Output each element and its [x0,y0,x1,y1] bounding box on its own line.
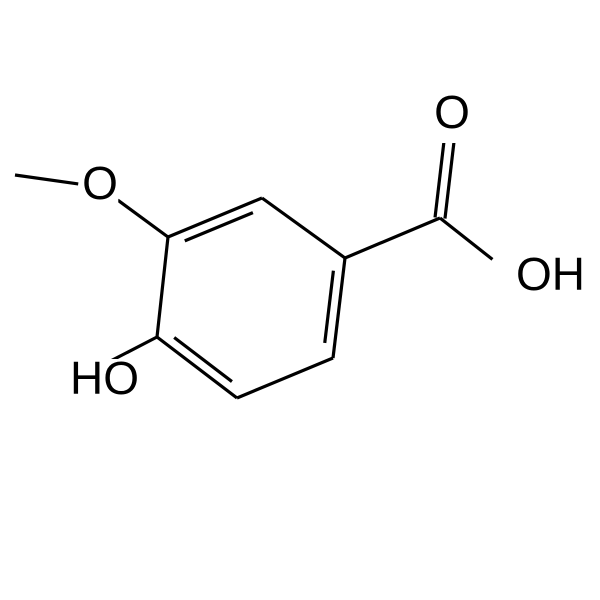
bond [118,200,168,237]
atom-label: O [82,157,118,209]
bond [333,258,345,358]
atom-label: HO [70,352,139,404]
bond [174,338,232,382]
bond [345,218,440,258]
bond [157,337,237,398]
atom-label: O [434,86,470,138]
bond [440,218,492,259]
atom-label: OH [516,248,585,300]
bond [168,198,262,237]
bond [157,237,168,337]
bond [237,358,333,398]
molecule-diagram: O HO O OH [0,0,600,600]
bond [445,138,454,218]
bond [325,271,334,343]
bond [262,198,345,258]
bond [15,175,78,184]
bond [435,137,444,217]
